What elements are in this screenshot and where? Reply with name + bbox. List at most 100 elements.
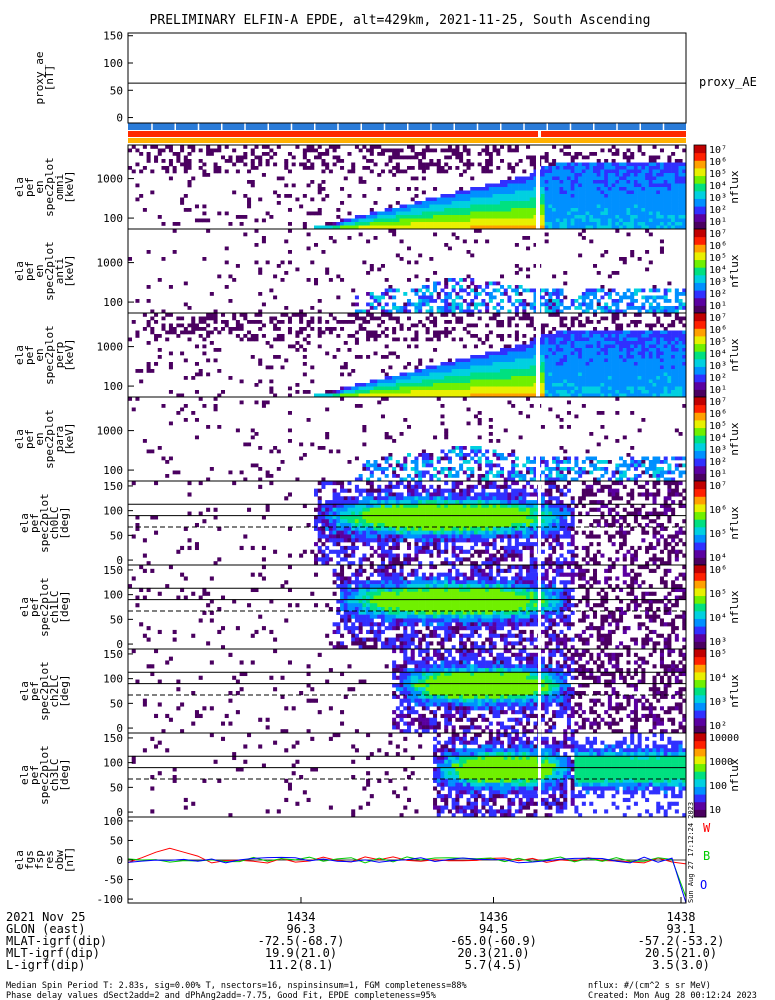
spectrogram-cell xyxy=(522,302,527,307)
spectrogram-cell xyxy=(563,222,568,226)
spectrogram-cell xyxy=(317,309,322,314)
spectrogram-cell xyxy=(418,379,423,384)
spectrogram-cell xyxy=(317,344,322,349)
spectrogram-cell xyxy=(611,372,616,377)
spectrogram-cell xyxy=(336,225,341,230)
spectrogram-cell xyxy=(652,365,657,370)
spectrogram-cell xyxy=(526,194,531,198)
spectrogram-cell xyxy=(514,470,519,475)
spectrogram-cell xyxy=(552,362,557,366)
spectrogram-cell xyxy=(667,183,672,188)
spectrogram-cell xyxy=(202,351,207,356)
spectrogram-cell xyxy=(507,204,512,209)
spectrogram-cell xyxy=(351,166,356,170)
spectrogram-cell xyxy=(488,425,493,429)
spectrogram-cell xyxy=(511,477,516,482)
spectrogram-cell xyxy=(340,534,345,539)
spectrogram-cell xyxy=(678,306,683,310)
spectrogram-cell xyxy=(347,386,352,391)
spectrogram-cell xyxy=(526,393,531,398)
spectrogram-cell xyxy=(202,337,207,342)
spectrogram-cell xyxy=(548,204,553,209)
spectrogram-cell xyxy=(377,334,382,338)
spectrogram-cell xyxy=(436,162,441,167)
spectrogram-cell xyxy=(295,330,300,335)
spectrogram-cell xyxy=(503,288,508,293)
spectrogram-cell xyxy=(652,197,657,202)
spectrogram-cell xyxy=(548,467,553,471)
spectrogram-cell xyxy=(619,201,624,205)
spectrogram-cell xyxy=(235,334,240,338)
spectrogram-cell xyxy=(622,218,627,223)
spectrogram-cell xyxy=(552,302,557,307)
spectrogram-cell xyxy=(328,500,333,505)
spectrogram-cell xyxy=(600,467,605,471)
spectrogram-cell xyxy=(593,208,598,212)
spectrogram-cell xyxy=(604,386,609,391)
spectrogram-cell xyxy=(581,323,586,328)
spectrogram-cell xyxy=(447,302,452,307)
spectrogram-cell xyxy=(607,341,612,345)
spectrogram-cell xyxy=(514,299,519,303)
spectrogram-cell xyxy=(648,169,653,174)
spectrogram-cell xyxy=(630,162,635,167)
spectrogram-cell xyxy=(392,379,397,384)
spectrogram-cell xyxy=(392,351,397,356)
spectrogram-cell xyxy=(611,176,616,181)
spectrogram-cell xyxy=(581,348,586,352)
spectrogram-cell xyxy=(600,337,605,342)
spectrogram-cell xyxy=(150,330,155,335)
spectrogram-cell xyxy=(544,355,549,359)
spectrogram-cell xyxy=(593,341,598,345)
spectrogram-cell xyxy=(142,145,147,149)
spectrogram-cell xyxy=(213,358,218,363)
spectrogram-cell xyxy=(619,351,624,356)
spectrogram-cell xyxy=(630,477,635,482)
spectrogram-cell xyxy=(429,162,434,167)
spectrogram-cell xyxy=(485,225,490,230)
spectrogram-cell xyxy=(466,376,471,380)
spectrogram-cell xyxy=(347,561,352,566)
spectrogram-cell xyxy=(563,334,568,338)
spectrogram-cell xyxy=(254,334,259,338)
spectrogram-cell xyxy=(358,215,363,219)
spectrogram-cell xyxy=(232,327,237,331)
spectrogram-cell xyxy=(615,386,620,391)
spectrogram-cell xyxy=(436,201,441,205)
spectrogram-cell xyxy=(470,467,475,471)
spectrogram-cell xyxy=(340,320,345,324)
spectrogram-cell xyxy=(317,503,322,509)
spectrogram-cell xyxy=(403,460,408,464)
spectrogram-cell xyxy=(325,503,330,509)
spectrogram-cell xyxy=(615,337,620,342)
spectrogram-cell xyxy=(533,474,538,478)
spectrogram-cell xyxy=(518,197,523,202)
spectrogram-cell xyxy=(522,369,527,373)
spectrogram-cell xyxy=(678,393,683,398)
spectrogram-cell xyxy=(578,176,583,181)
spectrogram-cell xyxy=(544,376,549,380)
spectrogram-cell xyxy=(440,449,445,454)
flag-bar-gap xyxy=(639,123,641,130)
spectrogram-cell xyxy=(369,159,374,163)
spectrogram-cell xyxy=(425,390,430,394)
spectrogram-cell xyxy=(455,365,460,370)
spectrogram-cell xyxy=(514,215,519,219)
spectrogram-cell xyxy=(470,393,475,398)
spectrogram-cell xyxy=(622,211,627,216)
spectrogram-cell xyxy=(611,162,616,167)
spectrogram-cell xyxy=(366,467,371,471)
spectrogram-cell xyxy=(674,295,679,300)
spectrogram-cell xyxy=(243,534,248,539)
spectrogram-cell xyxy=(682,180,687,184)
spectrogram-cell xyxy=(395,355,400,359)
spectrogram-cell xyxy=(455,362,460,366)
spectrogram-cell xyxy=(455,166,460,170)
spectrogram-cell xyxy=(250,545,255,551)
spectrogram-cell xyxy=(228,376,233,380)
spectrogram-cell xyxy=(581,183,586,188)
spectrogram-cell xyxy=(507,180,512,184)
spectrogram-cell xyxy=(373,386,378,391)
spectrogram-cell xyxy=(302,549,307,554)
spectrogram-cell xyxy=(678,372,683,377)
